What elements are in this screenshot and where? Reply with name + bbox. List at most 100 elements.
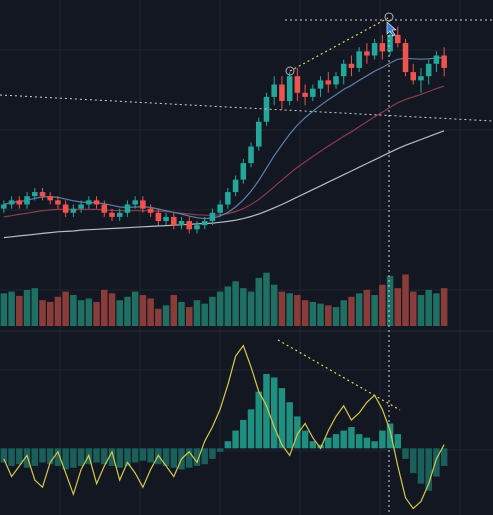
candle-body[interactable] (16, 200, 23, 205)
histogram-bar (209, 448, 216, 459)
candle-body[interactable] (371, 43, 378, 56)
candle-body[interactable] (93, 200, 100, 205)
candle-body[interactable] (155, 212, 162, 222)
volume-bar (340, 300, 347, 326)
candle-body[interactable] (387, 34, 393, 52)
candle-body[interactable] (340, 63, 347, 77)
histogram-bar (286, 402, 293, 449)
candle-body[interactable] (147, 208, 154, 213)
histogram-bar (348, 427, 355, 449)
candle-body[interactable] (302, 92, 308, 97)
candle-body[interactable] (186, 221, 193, 230)
candle-body[interactable] (255, 121, 262, 147)
candle-body[interactable] (1, 204, 7, 209)
volume-bar (332, 307, 340, 326)
candle-body[interactable] (217, 204, 223, 213)
horizontal-trendline[interactable] (0, 94, 493, 122)
candle-body[interactable] (425, 63, 432, 77)
candle-body[interactable] (101, 204, 108, 213)
candle-body[interactable] (86, 200, 92, 205)
candle-body[interactable] (225, 192, 231, 205)
candle-body[interactable] (209, 212, 216, 222)
circle-marker-icon[interactable] (384, 12, 394, 22)
candle-body[interactable] (31, 192, 38, 197)
volume-bar (178, 301, 185, 326)
circle-marker-icon[interactable] (285, 66, 295, 76)
candle-body[interactable] (271, 84, 277, 97)
histogram-bar (0, 448, 8, 463)
volume-bar (8, 291, 15, 326)
candle-body[interactable] (379, 43, 386, 52)
volume-bar (0, 293, 8, 326)
candle-body[interactable] (116, 212, 123, 217)
candle-body[interactable] (333, 76, 339, 85)
histogram-bar (317, 444, 324, 449)
candle-body[interactable] (286, 76, 293, 102)
chart-drawings[interactable] (0, 12, 493, 515)
candle-body[interactable] (171, 216, 177, 226)
candle-body[interactable] (8, 200, 15, 205)
candle-body[interactable] (433, 55, 440, 64)
candle-body[interactable] (325, 80, 332, 85)
histogram-bar (301, 430, 309, 449)
histogram-bar (386, 423, 394, 449)
candle-body[interactable] (178, 221, 185, 226)
price-divergence-line[interactable] (289, 17, 389, 72)
candle-body[interactable] (294, 76, 301, 93)
histogram-bar (402, 448, 409, 459)
candle-body[interactable] (201, 221, 208, 226)
volume-bars (0, 272, 448, 326)
candle-body[interactable] (310, 88, 316, 97)
candle-body[interactable] (78, 204, 84, 209)
candle-body[interactable] (163, 216, 169, 222)
candle-body[interactable] (402, 43, 409, 73)
volume-bar (409, 291, 417, 326)
volume-bar (16, 295, 23, 326)
volume-bar (62, 291, 69, 326)
candle-body[interactable] (356, 51, 362, 68)
candle-body[interactable] (348, 63, 355, 68)
ma-fast-line (3, 57, 445, 220)
candle-body[interactable] (418, 76, 424, 81)
volume-bar (294, 295, 301, 326)
candle-body[interactable] (62, 204, 69, 213)
histogram-bar (294, 416, 301, 449)
volume-bar (355, 293, 363, 326)
histogram-bar (39, 448, 46, 463)
price-candles[interactable] (1, 26, 447, 234)
candle-body[interactable] (240, 163, 247, 180)
histogram-bar (224, 441, 232, 449)
candle-body[interactable] (47, 196, 53, 201)
volume-bar (101, 289, 108, 326)
candle-body[interactable] (39, 192, 46, 197)
histogram-bar (131, 448, 139, 463)
histogram-bar (70, 448, 77, 468)
candle-body[interactable] (194, 225, 200, 230)
volume-bar (440, 288, 448, 326)
histogram-bar (240, 419, 247, 449)
candle-body[interactable] (279, 84, 285, 102)
candle-body[interactable] (248, 146, 254, 164)
candle-body[interactable] (124, 204, 131, 213)
candle-body[interactable] (109, 212, 115, 217)
histogram-bar (278, 388, 286, 449)
histogram-bar (440, 448, 448, 466)
histogram-bar (394, 434, 402, 449)
candle-body[interactable] (24, 196, 30, 205)
candle-body[interactable] (140, 200, 146, 209)
volume-bar (46, 301, 54, 326)
candle-body[interactable] (232, 179, 239, 193)
candle-body[interactable] (410, 72, 417, 81)
oscillator-divergence-line[interactable] (277, 339, 401, 411)
candle-body[interactable] (55, 200, 61, 205)
candle-body[interactable] (317, 80, 324, 89)
candle-body[interactable] (70, 208, 77, 213)
histogram-bar (309, 441, 317, 449)
candle-body[interactable] (132, 200, 138, 205)
candle-body[interactable] (441, 55, 447, 68)
histogram-bar (340, 430, 347, 449)
candle-body[interactable] (364, 51, 370, 56)
candle-body[interactable] (395, 34, 401, 44)
